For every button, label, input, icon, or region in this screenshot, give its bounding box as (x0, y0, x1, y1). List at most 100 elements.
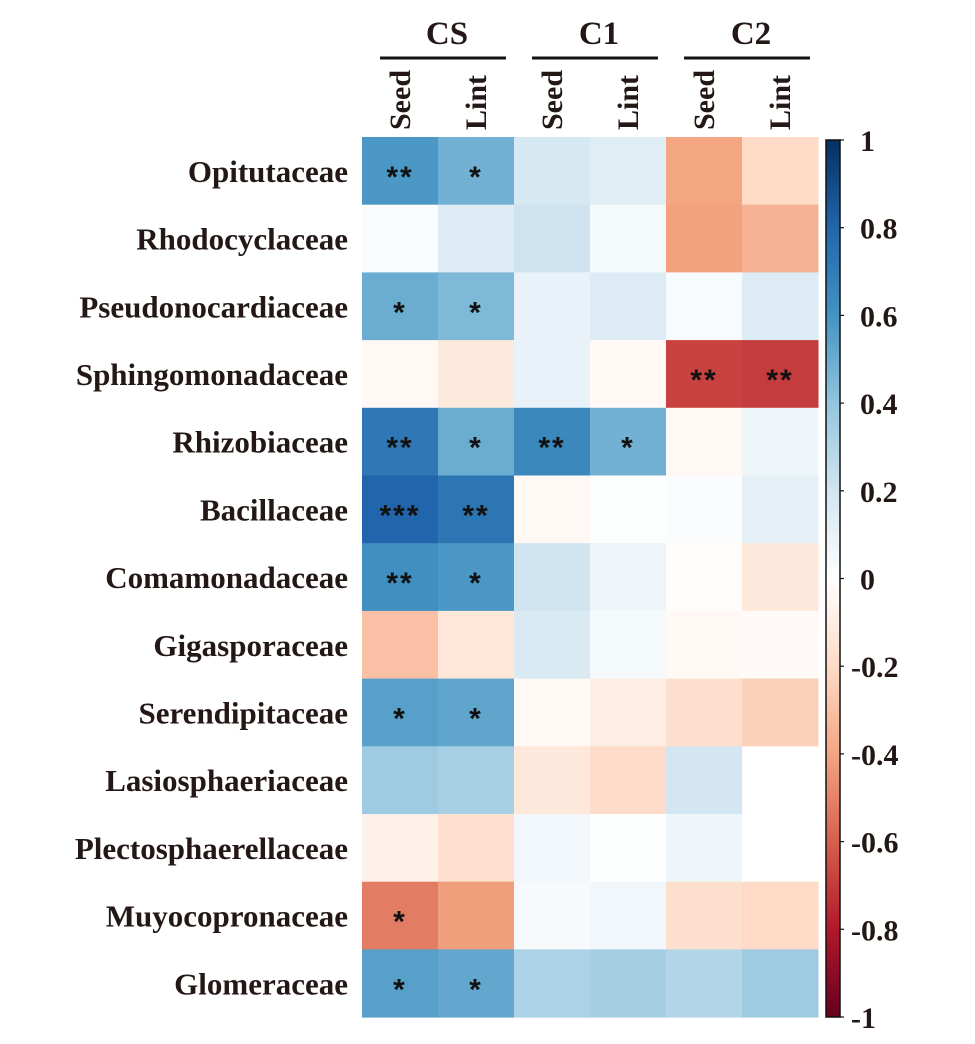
heatmap-cell (514, 272, 591, 341)
heatmap-cell (666, 340, 743, 409)
heatmap-cell (742, 881, 819, 950)
heatmap-cell (666, 610, 743, 680)
heatmap-cell (666, 678, 743, 747)
column-label: Seed (688, 70, 721, 130)
heatmap-cells (362, 137, 819, 1018)
heatmap-cell (742, 340, 819, 409)
column-label: Seed (384, 70, 417, 130)
row-label: Gigasporaceae (153, 628, 348, 663)
row-label: Bacillaceae (200, 492, 348, 527)
heatmap-cell (666, 137, 743, 206)
colorbar-tick-label: 0.2 (860, 476, 898, 509)
heatmap-cell (742, 543, 819, 612)
significance-mark: * (469, 973, 483, 1006)
heatmap-cell (514, 543, 591, 612)
heatmap-cell (590, 881, 667, 950)
colorbar-tick-label: 1 (860, 125, 875, 158)
group-header: C1 (579, 16, 619, 52)
heatmap-cell (514, 204, 591, 273)
heatmap-cell (438, 137, 515, 206)
colorbar-tick-label: -0.8 (851, 914, 899, 947)
heatmap-cell (742, 746, 819, 815)
heatmap-cell (590, 407, 667, 476)
heatmap-cell (514, 814, 591, 883)
heatmap-cell (514, 340, 591, 409)
heatmap-cell (590, 272, 667, 341)
heatmap-cell (362, 543, 439, 612)
row-label: Pseudonocardiaceae (79, 289, 348, 324)
significance-mark: ** (538, 432, 565, 465)
heatmap-cell (666, 475, 743, 544)
heatmap-cell (362, 881, 439, 950)
row-label: Muyocopronaceae (106, 899, 348, 934)
heatmap-cell (514, 881, 591, 950)
heatmap-cell (590, 475, 667, 544)
colorbar-tick-label: 0.6 (860, 300, 898, 333)
significance-mark: * (393, 906, 407, 939)
row-label: Plectosphaerellaceae (75, 831, 348, 866)
heatmap-cell (742, 678, 819, 747)
heatmap-cell (438, 543, 515, 612)
heatmap-cell (362, 678, 439, 747)
heatmap-cell (438, 407, 515, 476)
heatmap-cell (438, 272, 515, 341)
heatmap-cell (362, 475, 439, 544)
heatmap-cell (438, 610, 515, 680)
heatmap-cell (514, 746, 591, 815)
significance-mark: * (621, 432, 635, 465)
row-label: Lasiosphaeriaceae (105, 763, 348, 798)
heatmap-cell (438, 746, 515, 815)
heatmap-cell (514, 610, 591, 680)
heatmap-cell (666, 881, 743, 950)
heatmap-cell (590, 949, 667, 1018)
significance-mark: ** (766, 364, 793, 397)
heatmap-cell (362, 340, 439, 409)
colorbar-tick-label: 0.8 (860, 213, 898, 246)
heatmap-cell (590, 610, 667, 680)
heatmap-cell (362, 746, 439, 815)
heatmap-cell (666, 407, 743, 476)
significance-mark: * (393, 702, 407, 735)
significance-mark: ** (386, 161, 413, 194)
heatmap-cell (514, 475, 591, 544)
row-label: Glomeraceae (174, 966, 348, 1001)
heatmap-cell (590, 678, 667, 747)
column-label: Seed (536, 70, 569, 130)
heatmap-cell (742, 610, 819, 680)
heatmap-cell (666, 814, 743, 883)
colorbar-tick-label: -1 (851, 1002, 876, 1035)
significance-marks: ** ** *** **** * ** **** **** ** *** * (379, 161, 793, 1006)
heatmap-cell (742, 407, 819, 476)
column-label: Lint (612, 75, 645, 130)
column-label: Lint (460, 75, 493, 130)
colorbar-tick-label: 0 (860, 564, 875, 597)
column-labels: Seed Lint Seed Lint Seed Lint (384, 70, 797, 130)
row-label: Comamonadaceae (105, 560, 348, 595)
significance-mark: *** (379, 499, 420, 532)
row-label: Serendipitaceae (138, 695, 348, 730)
heatmap-cell (590, 137, 667, 206)
heatmap-cell (666, 543, 743, 612)
heatmap-cell (362, 407, 439, 476)
significance-mark: ** (462, 499, 489, 532)
significance-mark: * (469, 702, 483, 735)
colorbar-tick-label: -0.6 (851, 827, 899, 860)
heatmap-cell (514, 407, 591, 476)
colorbar-tick-label: 0.4 (860, 388, 898, 421)
heatmap-cell (590, 543, 667, 612)
colorbar: 1 0.8 0.6 0.4 0.2 0 -0.2 -0.4 -0.6 -0.8 -1 (825, 125, 899, 1035)
heatmap-cell (666, 204, 743, 273)
colorbar-tick-label: -0.4 (851, 739, 899, 772)
heatmap-cell (742, 204, 819, 273)
heatmap-cell (438, 340, 515, 409)
heatmap-cell (590, 746, 667, 815)
row-labels: Opitutaceae Rhodocyclaceae Pseudonocardiac… (75, 154, 348, 1001)
significance-mark: * (469, 161, 483, 194)
heatmap-cell (514, 949, 591, 1018)
heatmap-cell (362, 272, 439, 341)
colorbar-gradient (825, 139, 841, 1018)
row-label: Opitutaceae (188, 154, 348, 189)
significance-mark: * (393, 296, 407, 329)
heatmap-cell (362, 949, 439, 1018)
heatmap-cell (514, 137, 591, 206)
